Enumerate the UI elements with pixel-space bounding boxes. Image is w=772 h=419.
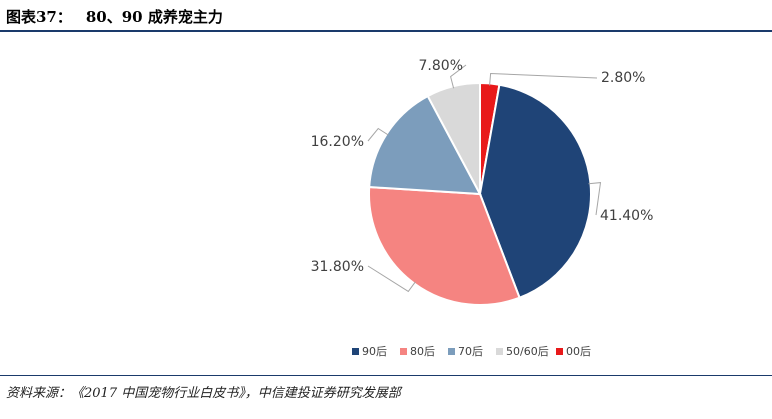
- legend-label-70: 70后: [458, 345, 483, 358]
- figure-title: 图表37： 80、90 成养宠主力: [6, 6, 223, 27]
- figure-number: 图表37：: [6, 8, 72, 26]
- leader-line-90: [588, 182, 602, 216]
- legend-label-80: 80后: [410, 345, 435, 358]
- data-label-70: 16.20%: [311, 134, 364, 150]
- leader-line-00: [489, 72, 598, 86]
- data-label-80: 31.80%: [311, 259, 364, 275]
- legend-swatch-80: [400, 348, 407, 355]
- source-note: 资料来源：《2017 中国宠物行业白皮书》，中信建投证券研究发展部: [6, 386, 401, 401]
- legend-item-70: 70后: [448, 345, 483, 358]
- legend-item-00: 00后: [556, 345, 591, 358]
- leader-line-50-60: [450, 64, 467, 89]
- legend-swatch-50-60: [496, 348, 503, 355]
- bottom-rule: [0, 375, 772, 376]
- legend-label-00: 00后: [566, 345, 591, 358]
- figure-title-text: 80、90 成养宠主力: [85, 8, 223, 26]
- data-label-50-60: 7.80%: [419, 58, 463, 74]
- legend-item-90: 90后: [352, 345, 387, 358]
- data-label-90: 41.40%: [600, 208, 653, 224]
- legend-swatch-90: [352, 348, 359, 355]
- legend-swatch-00: [556, 348, 563, 355]
- legend: 90后 80后 70后 50/60后 00后: [352, 345, 591, 358]
- leader-line-80: [367, 265, 416, 293]
- data-labels: 2.80% 41.40% 31.80% 16.20% 7.80%: [311, 58, 654, 275]
- legend-label-50-60: 50/60后: [506, 345, 549, 358]
- legend-item-50-60: 50/60后: [496, 345, 549, 358]
- legend-item-80: 80后: [400, 345, 435, 358]
- legend-label-90: 90后: [362, 345, 387, 358]
- leader-line-70: [367, 127, 389, 142]
- pie-slices: [368, 81, 592, 306]
- data-label-00: 2.80%: [601, 70, 645, 86]
- title-rule: [0, 30, 772, 32]
- legend-swatch-70: [448, 348, 455, 355]
- leader-lines: [367, 64, 602, 293]
